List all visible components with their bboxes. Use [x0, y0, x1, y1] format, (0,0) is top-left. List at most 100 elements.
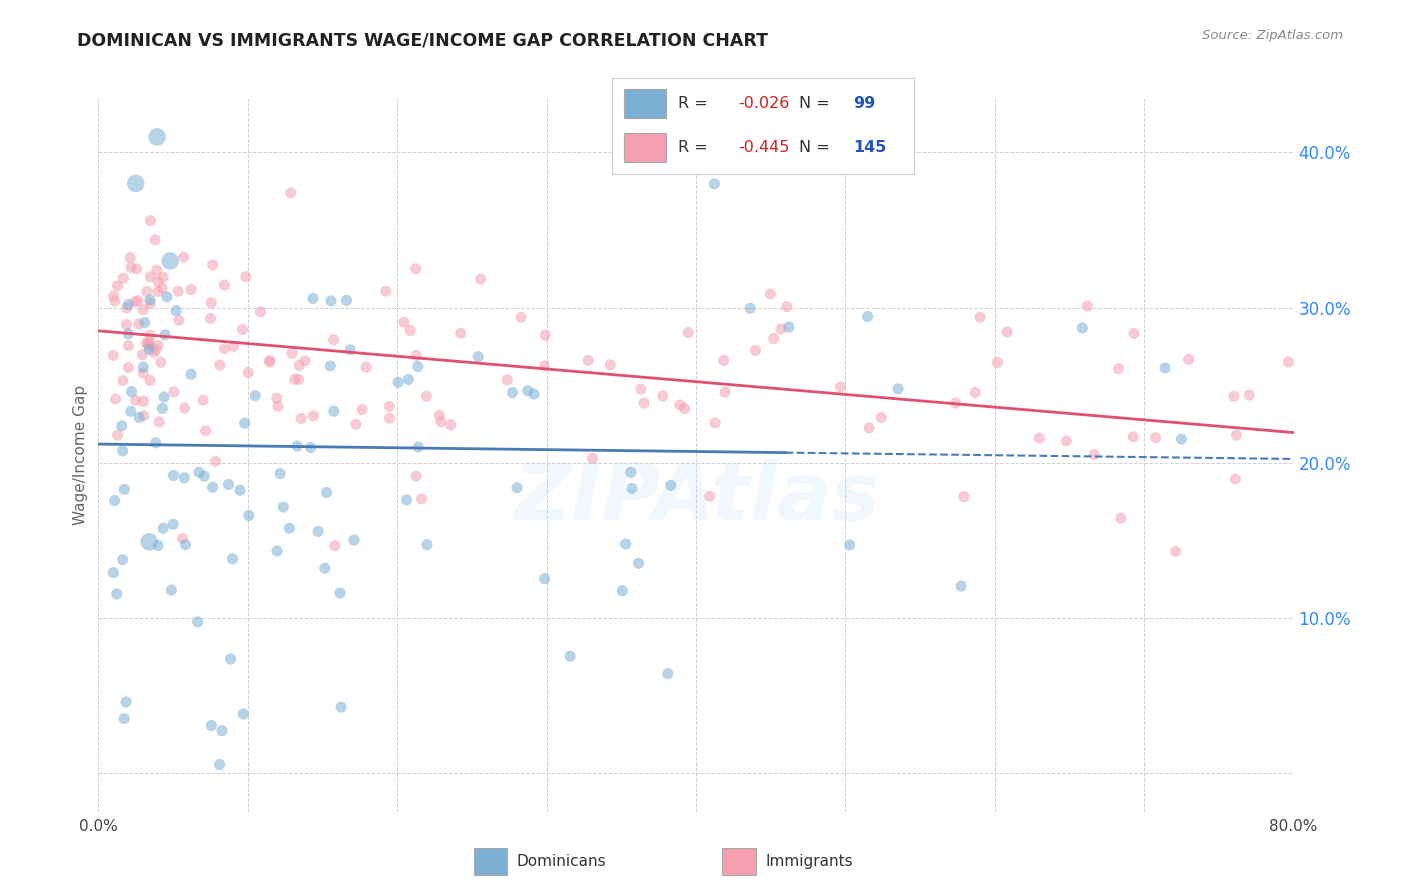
Point [112, 483, 135, 497]
Point [173, 250, 195, 264]
Point [1054, 434, 1077, 448]
Point [163, 384, 186, 399]
Point [117, 298, 139, 312]
Point [211, 723, 233, 738]
Point [950, 579, 973, 593]
Point [103, 348, 125, 362]
Point [838, 538, 860, 552]
Point [887, 382, 910, 396]
Point [188, 466, 211, 480]
Point [323, 539, 346, 553]
Point [145, 343, 167, 357]
Point [135, 336, 157, 351]
Point [659, 478, 682, 492]
Point [534, 328, 557, 343]
Point [221, 552, 243, 566]
Point [759, 287, 782, 301]
Point [406, 440, 429, 454]
Point [762, 331, 785, 345]
Point [307, 524, 329, 539]
Point [614, 537, 637, 551]
Text: DOMINICAN VS IMMIGRANTS WAGE/INCOME GAP CORRELATION CHART: DOMINICAN VS IMMIGRANTS WAGE/INCOME GAP … [77, 31, 768, 49]
Point [354, 360, 377, 375]
Point [204, 454, 226, 468]
Point [173, 401, 195, 415]
Point [427, 409, 450, 423]
Point [138, 335, 160, 350]
Point [395, 492, 418, 507]
Point [160, 583, 183, 598]
Point [128, 410, 150, 425]
Point [1144, 431, 1167, 445]
Point [986, 355, 1008, 369]
Point [450, 326, 472, 341]
Point [288, 358, 311, 372]
Point [162, 517, 184, 532]
Point [965, 385, 987, 400]
Point [174, 538, 197, 552]
Text: Immigrants: Immigrants [765, 855, 853, 869]
Point [496, 373, 519, 387]
Point [1122, 326, 1144, 341]
Point [280, 186, 302, 200]
Point [322, 404, 344, 418]
Point [858, 421, 880, 435]
Point [194, 424, 217, 438]
Point [776, 300, 799, 314]
Point [115, 301, 138, 315]
Point [138, 343, 160, 357]
Point [132, 394, 155, 409]
Point [180, 368, 202, 382]
Point [259, 355, 281, 369]
Point [115, 318, 138, 332]
Point [167, 284, 190, 298]
Point [149, 355, 172, 369]
Point [329, 586, 352, 600]
Point [440, 417, 463, 432]
Point [502, 385, 524, 400]
Point [111, 418, 134, 433]
Point [146, 285, 169, 299]
Point [1028, 431, 1050, 445]
Point [416, 538, 439, 552]
Point [159, 254, 181, 268]
Point [315, 485, 337, 500]
Point [208, 358, 231, 372]
Point [740, 301, 762, 316]
Point [1177, 352, 1199, 367]
Point [153, 327, 176, 342]
Point [1154, 361, 1177, 376]
Point [678, 326, 700, 340]
Point [231, 322, 253, 336]
Point [193, 469, 215, 483]
Point [778, 320, 800, 334]
Point [576, 353, 599, 368]
Point [1237, 388, 1260, 402]
Point [138, 338, 160, 352]
Point [135, 285, 157, 299]
Point [627, 557, 650, 571]
Point [146, 129, 169, 144]
Point [218, 477, 240, 491]
Point [124, 294, 146, 309]
Point [1107, 361, 1129, 376]
Point [103, 289, 125, 303]
Point [1170, 432, 1192, 446]
Text: N =: N = [799, 96, 835, 112]
Point [281, 346, 304, 360]
Point [172, 532, 194, 546]
Point [208, 757, 231, 772]
Point [657, 666, 679, 681]
Point [219, 652, 242, 666]
Point [870, 410, 893, 425]
Text: N =: N = [799, 140, 835, 155]
Point [1225, 472, 1247, 486]
Point [330, 700, 353, 714]
Point [148, 338, 170, 352]
Point [516, 384, 538, 398]
Point [105, 587, 128, 601]
Point [200, 718, 222, 732]
Point [287, 372, 309, 386]
Point [132, 366, 155, 380]
Point [139, 213, 162, 227]
